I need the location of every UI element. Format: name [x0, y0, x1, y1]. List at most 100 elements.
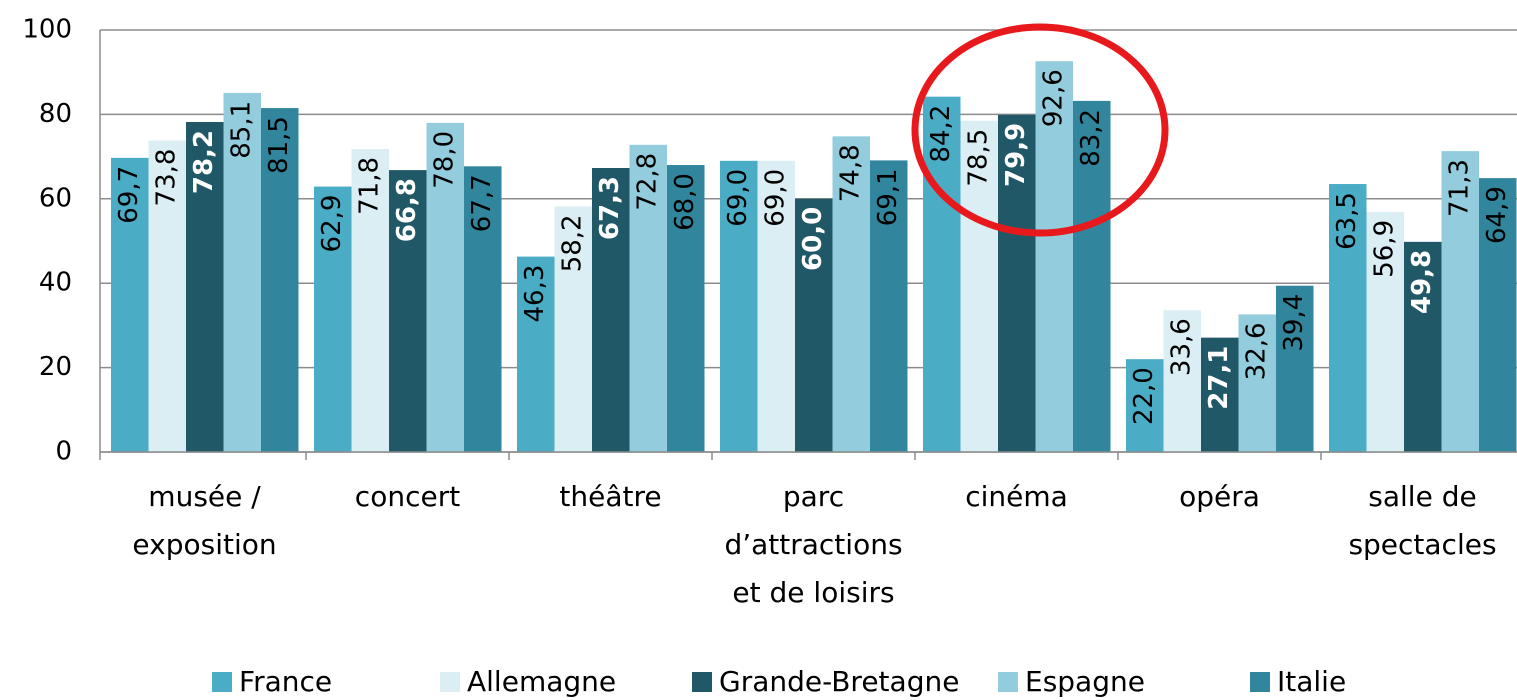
x-tick-label-line: concert — [355, 480, 460, 513]
value-label: 78,5 — [964, 129, 994, 187]
value-label: 62,9 — [317, 195, 347, 253]
y-tick-label: 60 — [39, 183, 72, 213]
bar — [186, 121, 224, 452]
value-label: 39,4 — [1279, 294, 1309, 352]
x-tick-label: théâtre — [559, 480, 661, 513]
bar — [629, 144, 667, 452]
legend-swatch — [1250, 672, 1270, 692]
bar — [223, 92, 261, 453]
legend-label: Italie — [1277, 665, 1346, 698]
value-label: 49,8 — [1407, 250, 1437, 314]
bar — [1163, 310, 1201, 452]
bar — [720, 160, 758, 452]
value-label: 85,1 — [227, 101, 257, 159]
bar — [517, 256, 555, 452]
value-label: 67,3 — [595, 176, 625, 240]
bar — [554, 206, 592, 452]
value-label: 60,0 — [798, 207, 828, 271]
legend-swatch — [212, 672, 232, 692]
value-label: 72,8 — [633, 153, 663, 211]
value-label: 78,0 — [430, 131, 460, 189]
value-label: 71,3 — [1445, 159, 1475, 217]
legend-swatch — [440, 672, 460, 692]
bar — [1441, 151, 1479, 452]
value-label: 56,9 — [1370, 220, 1400, 278]
bar — [426, 122, 464, 452]
highlight-ellipse — [911, 23, 1169, 237]
value-label: 69,7 — [114, 166, 144, 224]
bar — [1479, 178, 1517, 452]
bar — [1238, 314, 1276, 452]
x-tick-label-line: opéra — [1179, 480, 1260, 513]
value-label: 32,6 — [1242, 322, 1272, 380]
bar — [960, 120, 998, 452]
x-tick-label: musée / exposition — [132, 480, 276, 561]
legend-label: Grande-Bretagne — [719, 665, 959, 698]
y-tick-label: 100 — [22, 15, 72, 45]
value-label: 68,0 — [670, 173, 700, 231]
x-tick-label-line: spectacles — [1348, 528, 1496, 561]
bar — [795, 198, 833, 452]
bar — [1201, 337, 1239, 452]
value-label: 63,5 — [1332, 192, 1362, 250]
bar — [148, 140, 186, 452]
x-tick-label: opéra — [1179, 480, 1260, 513]
value-label: 64,9 — [1482, 186, 1512, 244]
bar — [1126, 359, 1164, 452]
value-label: 66,8 — [392, 178, 422, 242]
value-label: 73,8 — [152, 149, 182, 207]
x-tick-label: cinéma — [965, 480, 1068, 513]
x-tick-label: concert — [355, 480, 460, 513]
value-label: 27,1 — [1204, 346, 1234, 410]
bar — [1366, 211, 1404, 452]
value-label: 74,8 — [836, 144, 866, 202]
bar — [314, 186, 352, 452]
bar — [1035, 61, 1073, 453]
y-tick-label: 0 — [55, 437, 72, 467]
value-label: 33,6 — [1167, 318, 1197, 376]
bar — [870, 160, 908, 452]
y-tick-label: 40 — [39, 268, 72, 298]
bar — [261, 108, 299, 452]
value-label: 83,2 — [1076, 109, 1106, 167]
bar — [111, 157, 149, 452]
value-label: 84,2 — [926, 105, 956, 163]
value-label: 71,8 — [355, 157, 385, 215]
x-tick-label-line: et de loisirs — [732, 576, 894, 609]
legend-label: Espagne — [1025, 665, 1145, 698]
bar — [923, 96, 961, 453]
y-tick-label: 80 — [39, 99, 72, 129]
value-label: 69,0 — [761, 169, 791, 227]
bar — [998, 114, 1036, 453]
bar — [1329, 184, 1367, 452]
x-tick-label-line: exposition — [132, 528, 276, 561]
x-tick-label-line: parc — [783, 480, 844, 513]
x-tick-label-line: d’attractions — [724, 528, 902, 561]
x-tick-label: salle de spectacles — [1348, 480, 1496, 561]
value-label: 69,1 — [873, 168, 903, 226]
bar — [1276, 285, 1314, 452]
legend-label: Allemagne — [467, 665, 616, 698]
x-tick-label-line: théâtre — [559, 480, 661, 513]
value-label: 67,7 — [467, 174, 497, 232]
value-label: 81,5 — [264, 116, 294, 174]
bar — [832, 136, 870, 452]
bar — [464, 166, 502, 452]
value-label: 79,9 — [1001, 123, 1031, 187]
bar — [1404, 241, 1442, 452]
value-label: 46,3 — [520, 265, 550, 323]
x-tick-label-line: cinéma — [965, 480, 1068, 513]
value-label: 92,6 — [1039, 69, 1069, 127]
x-tick-label-line: salle de — [1368, 480, 1476, 513]
legend-swatch — [692, 672, 712, 692]
bar — [1073, 100, 1111, 452]
bar — [667, 165, 705, 453]
x-tick-label-line: musée / — [148, 480, 261, 513]
value-label: 22,0 — [1129, 367, 1159, 425]
y-tick-label: 20 — [39, 352, 72, 382]
bar — [592, 167, 630, 452]
legend-label: France — [239, 665, 332, 698]
value-label: 58,2 — [558, 214, 588, 272]
x-tick-label: parc d’attractions et de loisirs — [724, 480, 902, 609]
